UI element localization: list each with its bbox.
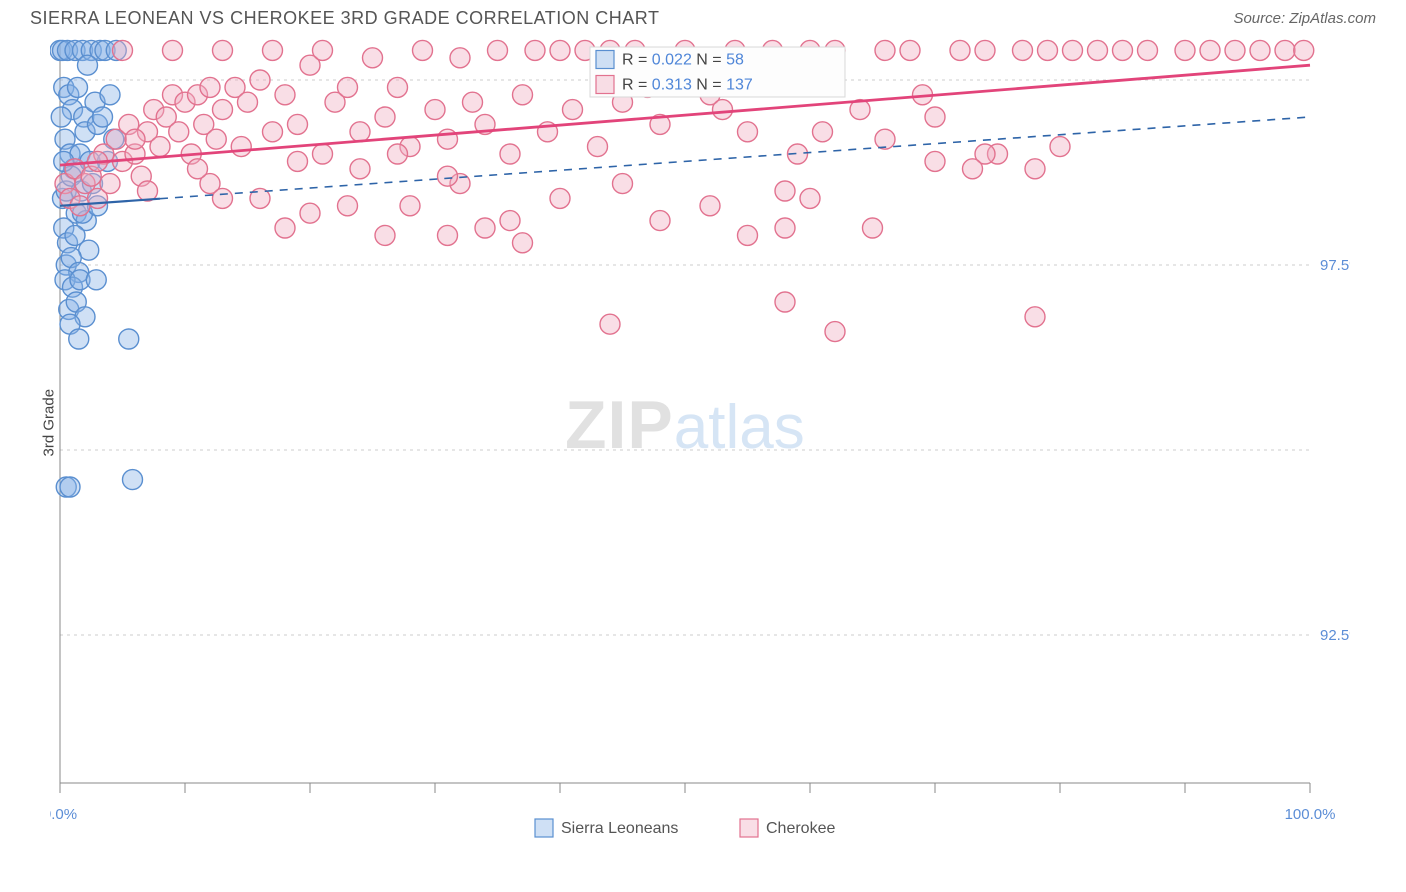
svg-text:Sierra Leoneans: Sierra Leoneans bbox=[561, 820, 678, 837]
svg-text:Cherokee: Cherokee bbox=[766, 820, 835, 837]
correlation-scatter-chart: 92.5% 97.5% ZIPatlas 0.0% 100.0% R = 0.022 N … bbox=[50, 33, 1350, 863]
svg-text:100.0%: 100.0% bbox=[1285, 806, 1336, 823]
chart-container: 3rd Grade 92.5%97.5%ZIPatlas0.0%100.0%R … bbox=[50, 33, 1376, 863]
svg-text:97.5%: 97.5% bbox=[1320, 257, 1350, 274]
chart-title: SIERRA LEONEAN VS CHEROKEE 3RD GRADE COR… bbox=[30, 8, 659, 29]
y-axis-label: 3rd Grade bbox=[40, 389, 57, 457]
svg-text:R = 0.313 N = 137: R = 0.313 N = 137 bbox=[622, 77, 753, 94]
svg-text:ZIPatlas: ZIPatlas bbox=[565, 387, 805, 463]
svg-text:0.0%: 0.0% bbox=[50, 806, 77, 823]
svg-text:R = 0.022 N = 58: R = 0.022 N = 58 bbox=[622, 52, 744, 69]
source-credit: Source: ZipAtlas.com bbox=[1233, 10, 1376, 27]
svg-text:92.5%: 92.5% bbox=[1320, 627, 1350, 644]
